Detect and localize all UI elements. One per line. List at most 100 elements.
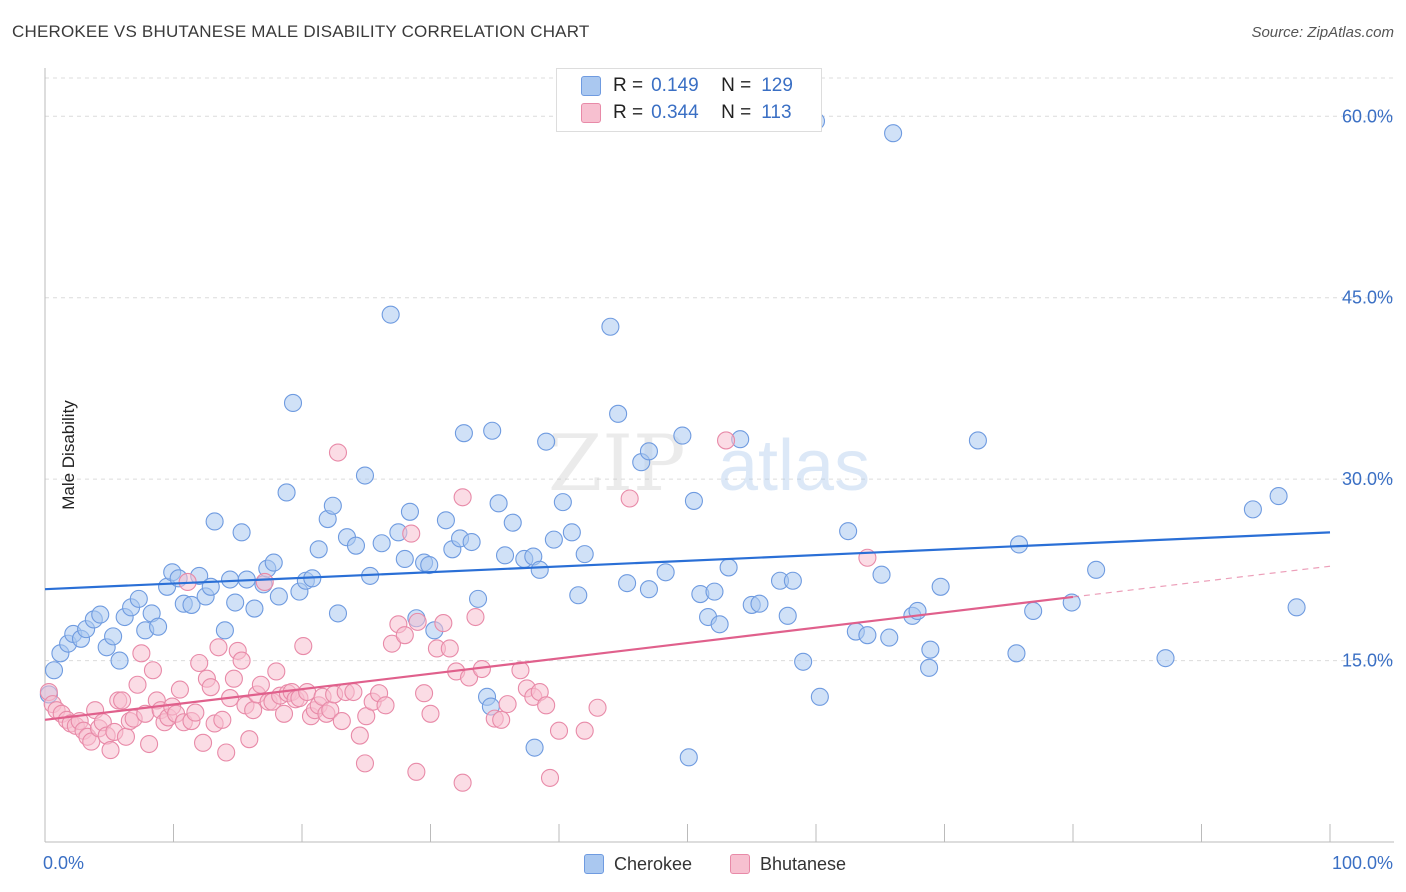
cherokee-point <box>149 617 168 636</box>
n-label: N = <box>721 75 752 96</box>
legend-row-bhutanese: R = 0.344 N = 113 <box>581 100 792 126</box>
y-tick-label: 15.0% <box>1342 651 1393 671</box>
cherokee-point <box>639 442 659 461</box>
cherokee-point <box>673 426 692 445</box>
bhutanese-point <box>224 669 243 688</box>
cherokee-point <box>880 628 899 647</box>
bhutanese-point <box>82 732 101 751</box>
trend-lines <box>44 531 1331 721</box>
cherokee-point <box>489 494 508 513</box>
cherokee-point <box>921 640 940 659</box>
y-tick-label: 30.0% <box>1342 469 1393 489</box>
bhutanese-point <box>588 698 607 717</box>
r-value: 0.149 <box>651 75 699 96</box>
bhutanese-point <box>466 607 485 627</box>
n-value: 113 <box>761 102 792 123</box>
cherokee-point <box>226 593 245 612</box>
bhutanese-point <box>402 524 421 543</box>
cherokee-point <box>1007 644 1026 663</box>
y-tick-label: 45.0% <box>1342 288 1393 308</box>
bhutanese-point <box>620 489 639 508</box>
cherokee-point <box>381 305 400 324</box>
bhutanese-point <box>415 684 434 703</box>
cherokee-point <box>269 587 288 606</box>
bhutanese-point <box>294 637 313 656</box>
bhutanese-point <box>194 733 213 752</box>
cherokee-point <box>182 595 201 614</box>
cherokee-point <box>794 652 813 671</box>
bhutanese-point <box>575 721 594 740</box>
cherokee-point <box>462 532 481 552</box>
cherokee-point <box>454 424 473 443</box>
cherokee-point <box>91 605 110 624</box>
bhutanese-point <box>395 626 414 645</box>
bhutanese-point <box>140 734 159 754</box>
correlation-legend: R = 0.149 N = 129 R = 0.344 N = 113 <box>556 68 822 132</box>
bhutanese-point <box>267 662 286 681</box>
bhutanese-point <box>128 675 147 694</box>
bhutanese-point <box>251 675 270 694</box>
bhutanese-point <box>116 727 136 746</box>
cherokee-point <box>110 651 129 670</box>
cherokee-point <box>372 534 391 553</box>
bhutanese-point <box>421 704 440 723</box>
cherokee-point <box>495 546 515 565</box>
bhutanese-point <box>549 721 569 740</box>
bhutanese-point <box>537 696 556 715</box>
r-label: R = <box>613 102 644 123</box>
watermark-zip: ZIP <box>548 419 686 509</box>
cherokee-point <box>656 563 675 582</box>
cherokee-point <box>323 496 342 515</box>
bhutanese-legend-swatch <box>730 854 750 874</box>
cherokee-point <box>44 661 64 680</box>
cherokee-point <box>884 124 903 143</box>
cherokee-point <box>553 493 572 512</box>
r-label: R = <box>613 75 644 96</box>
cherokee-point <box>264 553 283 572</box>
r-value: 0.344 <box>651 102 699 123</box>
bhutanese-point <box>382 634 402 653</box>
bhutanese-trend-line-extension <box>1072 565 1331 598</box>
bhutanese-point <box>328 443 348 462</box>
cherokee-point <box>601 317 620 336</box>
cherokee-swatch <box>581 76 601 96</box>
cherokee-point <box>684 491 703 510</box>
cherokee-point <box>309 540 328 559</box>
cherokee-point <box>328 604 348 623</box>
cherokee-point <box>537 432 556 451</box>
cherokee-point <box>750 594 769 613</box>
bhutanese-point <box>376 696 395 715</box>
cherokee-point <box>562 523 581 542</box>
cherokee-point <box>205 512 224 531</box>
bottom-legend-bhutanese: Bhutanese <box>730 852 846 876</box>
bottom-legend-cherokee: Cherokee <box>584 852 692 876</box>
cherokee-point <box>719 558 738 577</box>
cherokee-point <box>104 627 123 646</box>
cherokee-legend-swatch <box>584 854 604 874</box>
cherokee-point <box>920 658 939 677</box>
cherokee-point <box>277 483 296 502</box>
watermark: ZIP atlas <box>548 419 870 509</box>
x-tick-label: 0.0% <box>43 853 84 873</box>
y-tick-label: 60.0% <box>1342 106 1393 126</box>
cherokee-point <box>232 523 251 542</box>
bhutanese-point <box>232 651 251 670</box>
cherokee-point <box>346 536 366 555</box>
cherokee-point <box>1087 560 1106 579</box>
cherokee-trend-line <box>44 531 1331 591</box>
y-axis-label: Male Disability <box>58 400 78 510</box>
chart-title: CHEROKEE VS BHUTANESE MALE DISABILITY CO… <box>12 22 590 41</box>
source-label: Source: ZipAtlas.com <box>1251 24 1394 41</box>
cherokee-point <box>639 580 659 599</box>
cherokee-legend-label: Cherokee <box>614 853 693 874</box>
bhutanese-point <box>255 572 274 592</box>
cherokee-point <box>810 687 829 706</box>
bhutanese-point <box>408 612 427 631</box>
cherokee-point <box>778 606 797 625</box>
cherokee-point <box>544 530 563 549</box>
cherokee-point <box>468 589 488 608</box>
cherokee-point <box>710 615 729 634</box>
bhutanese-point <box>440 639 459 658</box>
bhutanese-point <box>186 703 205 722</box>
